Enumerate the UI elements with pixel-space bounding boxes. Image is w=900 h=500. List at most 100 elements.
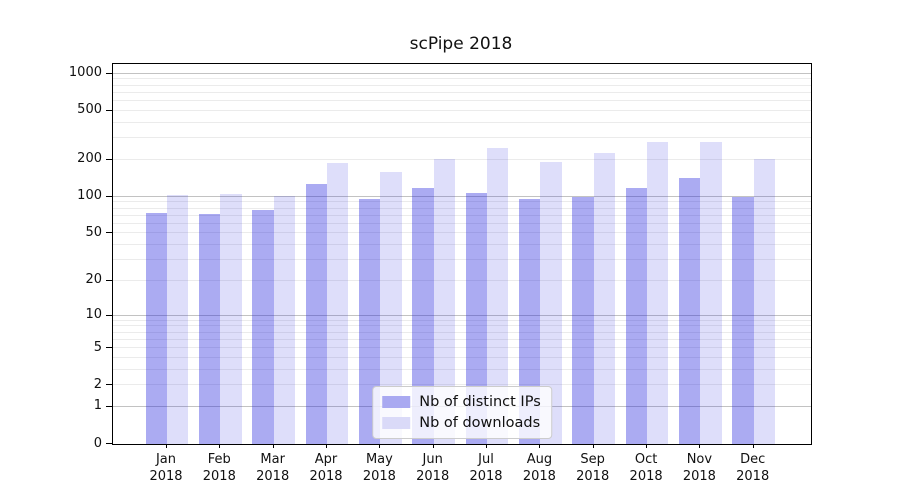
y-tick-mark <box>106 72 112 74</box>
bar-downloads <box>167 194 189 444</box>
minor-gridline <box>113 325 811 327</box>
x-tick-mark <box>752 444 754 448</box>
y-tick-label: 1000 <box>68 65 102 81</box>
x-tick-mark <box>646 444 648 448</box>
bar-distinct-ips <box>145 212 167 444</box>
y-tick-label: 20 <box>85 272 102 288</box>
y-tick-mark <box>106 384 112 386</box>
minor-gridline <box>113 109 811 111</box>
bar-downloads <box>380 171 402 444</box>
bar-distinct-ips <box>625 188 648 444</box>
y-tick-label: 50 <box>85 224 102 240</box>
bar-downloads <box>273 196 295 444</box>
bar-downloads <box>327 162 349 444</box>
minor-gridline <box>113 84 811 86</box>
y-tick-mark <box>106 195 112 197</box>
y-tick-mark <box>106 279 112 281</box>
bar-downloads <box>487 147 509 444</box>
x-tick-label: Jun 2018 <box>416 452 450 484</box>
minor-gridline <box>113 214 811 216</box>
bar-distinct-ips <box>252 209 274 444</box>
y-tick-label: 100 <box>77 188 102 204</box>
y-tick-label: 200 <box>77 151 102 167</box>
x-tick-mark <box>486 444 487 448</box>
bar-downloads <box>647 141 669 444</box>
x-tick-label: Dec 2018 <box>736 452 770 484</box>
y-tick-label: 10 <box>85 307 102 322</box>
minor-gridline <box>113 319 811 321</box>
bar-distinct-ips <box>305 184 327 444</box>
y-tick-mark <box>106 109 112 111</box>
x-tick-label: Jul 2018 <box>469 452 503 484</box>
bar-distinct-ips <box>359 199 381 444</box>
minor-gridline <box>113 78 811 80</box>
y-tick-label: 500 <box>77 102 102 118</box>
y-tick-label: 1 <box>93 398 102 414</box>
x-tick-label: Sep 2018 <box>576 452 610 484</box>
legend-label: Nb of downloads <box>419 415 541 431</box>
legend-label: Nb of distinct IPs <box>419 394 541 410</box>
minor-gridline <box>113 137 811 139</box>
minor-gridline <box>113 259 811 260</box>
bar-downloads <box>540 162 562 444</box>
x-tick-label: Feb 2018 <box>202 452 236 484</box>
y-tick-mark <box>106 232 112 234</box>
y-tick-mark <box>106 443 112 444</box>
y-tick-label: 2 <box>93 376 102 392</box>
legend-item: Nb of downloads <box>382 415 541 431</box>
x-tick-label: May 2018 <box>362 452 396 484</box>
minor-gridline <box>113 222 811 224</box>
y-tick-mark <box>106 314 112 316</box>
x-tick-label: Nov 2018 <box>682 452 716 484</box>
x-tick-label: Jan 2018 <box>149 452 183 484</box>
x-tick-label: Aug 2018 <box>522 452 556 484</box>
x-tick-label: Mar 2018 <box>256 452 290 484</box>
bar-distinct-ips <box>465 192 487 444</box>
y-tick-label: 5 <box>93 339 102 355</box>
minor-gridline <box>113 331 811 333</box>
bar-downloads <box>700 141 722 444</box>
legend-item: Nb of distinct IPs <box>382 394 541 410</box>
minor-gridline <box>113 384 811 386</box>
bar-distinct-ips <box>679 178 701 444</box>
minor-gridline <box>113 91 811 93</box>
minor-gridline <box>113 244 811 245</box>
chart-title: scPipe 2018 <box>409 34 513 54</box>
x-tick-mark <box>326 444 327 448</box>
minor-gridline <box>113 121 811 123</box>
minor-gridline <box>113 338 811 340</box>
minor-gridline <box>113 279 811 281</box>
minor-gridline <box>113 207 811 209</box>
minor-gridline <box>113 356 811 358</box>
x-tick-mark <box>379 444 381 448</box>
x-tick-mark <box>432 444 434 448</box>
y-tick-mark <box>106 158 112 160</box>
bar-distinct-ips <box>412 188 434 444</box>
minor-gridline <box>113 201 811 203</box>
y-tick-label: 0 <box>93 435 102 451</box>
plot-area: Nb of distinct IPs Nb of downloads <box>112 63 812 445</box>
bar-downloads <box>753 159 775 444</box>
legend: Nb of distinct IPs Nb of downloads <box>372 386 552 439</box>
x-tick-mark <box>539 444 541 448</box>
legend-swatch <box>382 396 411 408</box>
major-gridline <box>113 72 811 74</box>
legend-swatch <box>382 417 411 429</box>
x-tick-mark <box>219 444 221 448</box>
minor-gridline <box>113 100 811 102</box>
bar-distinct-ips <box>519 198 541 444</box>
bar-downloads <box>593 152 615 444</box>
minor-gridline <box>113 158 811 160</box>
x-tick-mark <box>699 444 701 448</box>
minor-gridline <box>113 232 811 234</box>
bar-distinct-ips <box>732 197 754 444</box>
bar-downloads <box>220 193 242 444</box>
x-tick-mark <box>592 444 594 448</box>
bar-distinct-ips <box>572 197 594 444</box>
y-tick-mark <box>106 405 112 407</box>
major-gridline <box>113 195 811 197</box>
minor-gridline <box>113 347 811 348</box>
x-tick-mark <box>272 444 274 448</box>
bar-downloads <box>433 158 455 444</box>
